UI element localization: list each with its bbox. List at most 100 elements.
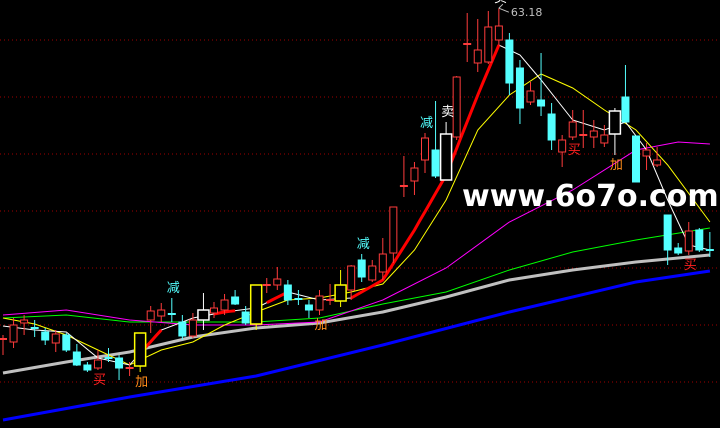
candle (600, 125, 609, 147)
candle (283, 280, 292, 305)
candle-body (589, 130, 598, 138)
candle-body (249, 284, 263, 325)
candle-body (389, 206, 398, 254)
candle (304, 300, 313, 318)
signal-label: 加 (315, 318, 328, 333)
candle (439, 122, 453, 181)
signal-label: 买 (93, 373, 106, 388)
candle-body (600, 134, 609, 144)
candle-body (632, 135, 640, 183)
candle-body (188, 319, 197, 337)
candle (294, 290, 303, 305)
candle-body (452, 76, 461, 138)
candle (484, 11, 493, 64)
candle-body (178, 321, 187, 337)
candle (537, 53, 546, 116)
candle-body (9, 324, 18, 343)
candle (167, 298, 176, 322)
candle (41, 328, 50, 345)
candle (220, 294, 229, 315)
ma-line (2, 269, 711, 422)
candle (399, 156, 408, 197)
candle-body (133, 332, 147, 367)
max-price-pointer (498, 3, 510, 13)
candle (262, 278, 271, 293)
candle-body (674, 247, 683, 254)
candle (197, 293, 210, 330)
candle (653, 147, 662, 167)
candle (93, 350, 102, 370)
candle-body (304, 304, 313, 311)
candle-body (484, 26, 493, 63)
candle (334, 270, 347, 307)
candle-body (20, 319, 29, 324)
candle (51, 330, 60, 352)
candle (452, 76, 461, 140)
candle-body (72, 351, 81, 366)
candle (315, 290, 324, 315)
signal-label: 加 (135, 375, 148, 390)
candle (125, 362, 134, 376)
candle (368, 260, 377, 282)
candle-body (653, 159, 662, 166)
candle-body (378, 253, 387, 273)
candle (389, 206, 398, 263)
candle-body (473, 49, 482, 64)
candle (505, 33, 514, 95)
candle (30, 320, 39, 337)
candle-body (494, 25, 503, 41)
candle (231, 290, 240, 305)
candle-body (515, 67, 524, 109)
candle (20, 315, 29, 335)
candle (146, 306, 155, 333)
candle (547, 103, 556, 150)
candle (210, 302, 218, 318)
candle-body (273, 278, 282, 286)
candle-body (347, 265, 356, 291)
candle (589, 120, 598, 148)
candle (0, 335, 7, 355)
candle (674, 243, 683, 255)
watermark: www.6o7o.com (462, 179, 719, 214)
candle-body (642, 149, 651, 157)
candle (705, 232, 714, 257)
candle (178, 315, 187, 340)
candle-body (241, 311, 250, 324)
candle-body (210, 307, 218, 314)
candle (357, 254, 366, 282)
candle-body (368, 265, 377, 281)
candle-body (568, 121, 577, 138)
candle-body (315, 295, 324, 311)
candle (526, 82, 535, 105)
signal-label: 卖 (441, 105, 454, 120)
candle (133, 332, 147, 372)
candle-body (608, 110, 622, 135)
candle (463, 13, 472, 62)
candle (83, 362, 92, 372)
candle-body (621, 96, 630, 123)
candle-body (684, 230, 693, 252)
candle (157, 303, 166, 322)
moving-average-lines (2, 44, 711, 422)
candle-body (439, 133, 453, 181)
candle (273, 267, 282, 290)
candle-body (431, 149, 440, 177)
candle-body (357, 259, 366, 278)
candle (104, 348, 113, 362)
candle (9, 318, 18, 348)
signal-label: 减 (167, 281, 180, 296)
candle-body (83, 364, 92, 371)
candle-body (505, 39, 514, 84)
ma-line (2, 141, 710, 326)
candle (695, 228, 704, 252)
ma-line (2, 73, 711, 366)
candle-body (537, 99, 546, 107)
candle-body (410, 167, 419, 182)
candle (188, 313, 197, 338)
candle-body (283, 284, 292, 301)
signal-label: 买 (684, 258, 697, 273)
candle (62, 333, 71, 352)
signal-label: 减 (357, 237, 370, 252)
